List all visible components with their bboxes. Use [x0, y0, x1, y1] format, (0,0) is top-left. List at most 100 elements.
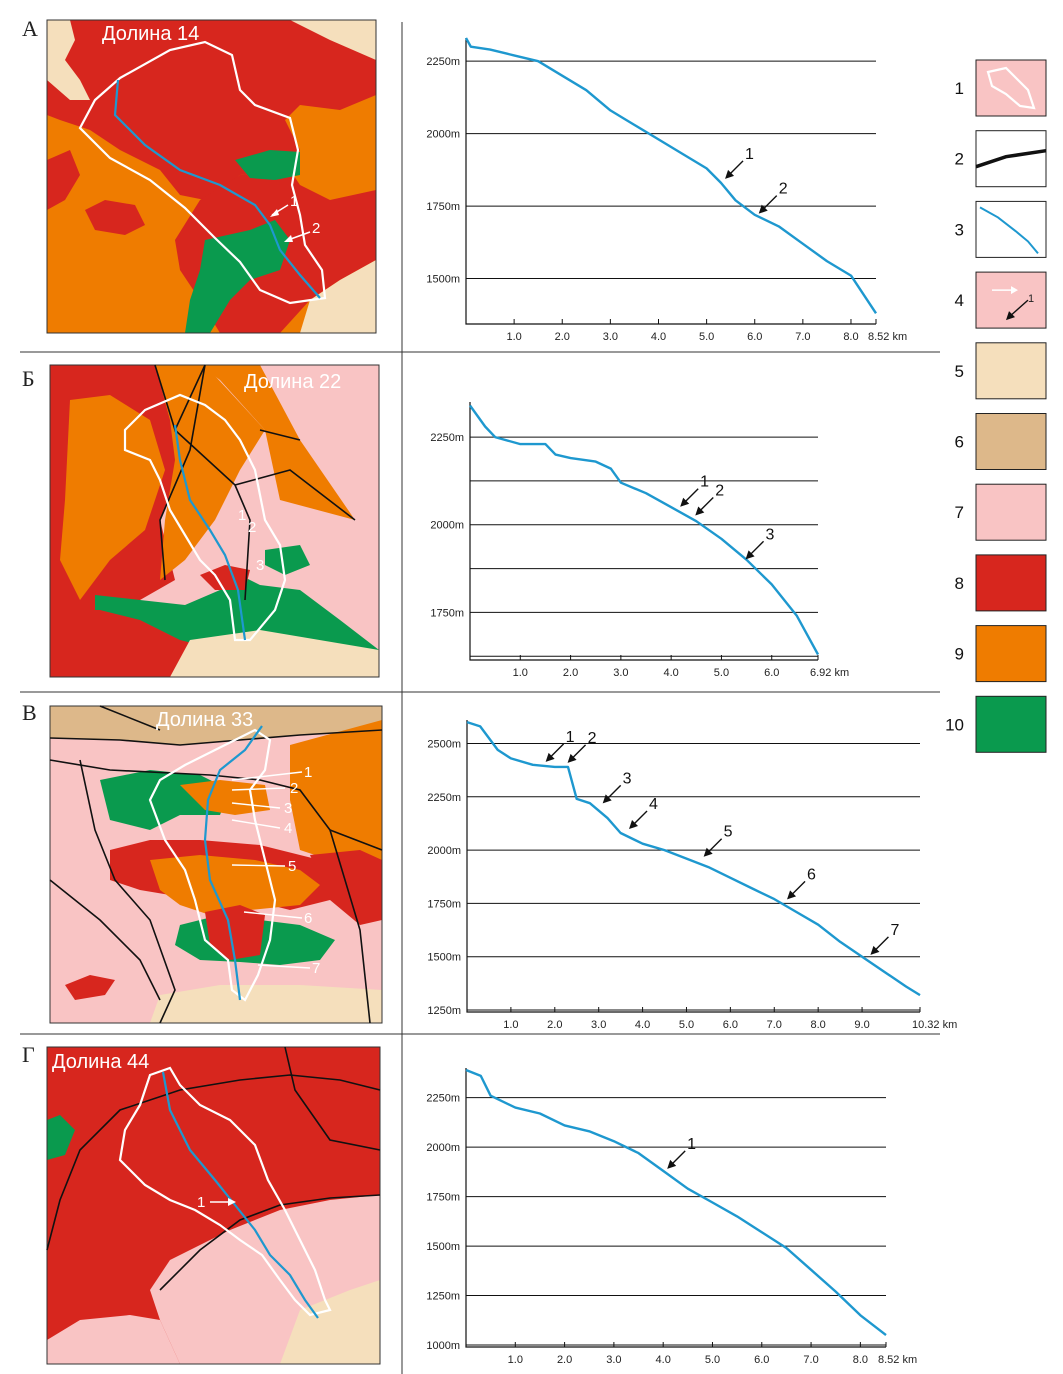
y-tick-label: 2250m [430, 432, 464, 444]
map-marker-label: 2 [248, 519, 256, 536]
marker-label: 6 [807, 866, 816, 883]
panel-letter-v: В [22, 700, 37, 725]
panel-letter-b: Б [22, 366, 35, 391]
legend-item: 9 [955, 625, 1047, 683]
legend-number: 5 [955, 362, 964, 381]
map-valley-44: Долина 44 1 [46, 1046, 381, 1365]
longitudinal-profile-line [464, 37, 878, 314]
legend-item: 3 [955, 200, 1047, 258]
river [113, 79, 321, 299]
x-tick-label: 2.0 [547, 1019, 562, 1031]
watershed-outline [78, 40, 327, 305]
legend-number: 1 [955, 79, 964, 98]
marker-label: 2 [779, 181, 788, 198]
map-marker-label: 1 [290, 193, 298, 210]
marker-label: 2 [588, 730, 597, 747]
x-tick-label: 2.0 [563, 667, 578, 679]
marker-arrowhead [680, 497, 690, 507]
y-tick-label: 1500m [426, 274, 460, 286]
panel-dividers [20, 22, 940, 1374]
legend-item: 5 [955, 342, 1047, 400]
map-markers: 1 2 3 [238, 507, 264, 574]
x-tick-label: 6.0 [764, 667, 779, 679]
x-tick-label: 3.0 [603, 331, 618, 343]
marker-label: 7 [890, 922, 899, 939]
marker-arrowhead [667, 1159, 677, 1169]
legend-item: 2 [955, 130, 1047, 188]
longitudinal-profile-line [465, 1068, 887, 1337]
x-tick-label: 2.0 [555, 331, 570, 343]
legend-number: 7 [955, 503, 964, 522]
x-tick-label: 3.0 [606, 1354, 621, 1366]
y-tick-label: 2250m [426, 1093, 460, 1105]
y-tick-label: 1750m [427, 898, 461, 910]
marker-arrowhead [545, 752, 555, 762]
y-tick-label: 1000m [426, 1340, 460, 1352]
marker-arrowhead [745, 550, 755, 560]
watershed-outline [118, 1066, 332, 1317]
y-tick-label: 2000m [426, 1142, 460, 1154]
legend-item: 7 [955, 483, 1047, 541]
y-tick-label: 2000m [426, 129, 460, 141]
map-marker-label: 5 [288, 858, 296, 875]
marker-label: 3 [766, 526, 775, 543]
watershed-outline [123, 393, 287, 642]
watershed-outline-icon [975, 59, 1047, 117]
x-tick-label: 5.0 [714, 667, 729, 679]
fault-line-icon [975, 130, 1047, 188]
map-marker-label: 2 [312, 220, 320, 237]
faults [49, 705, 383, 1024]
chart-axes [465, 38, 876, 325]
legend-swatch [975, 625, 1047, 683]
faults [154, 364, 356, 601]
map-marker-label: 3 [256, 557, 264, 574]
x-tick-label: 4.0 [664, 667, 679, 679]
longitudinal-profile-line [466, 720, 921, 997]
x-tick-label: 5.0 [705, 1354, 720, 1366]
x-tick-label: 2.0 [557, 1354, 572, 1366]
x-tick-label: 1.0 [503, 1019, 518, 1031]
marker-arrowhead [870, 945, 880, 955]
x-tick-label: 8.0 [811, 1019, 826, 1031]
x-tick-label: 6.92 km [810, 667, 849, 679]
x-tick-label: 4.0 [651, 331, 666, 343]
marker-arrowhead [703, 847, 713, 857]
map-marker-label: 1 [197, 1194, 205, 1211]
map-marker-label: 4 [284, 820, 292, 837]
profile-chart-valley-14: 2250m 2000m 1750m 1500m 1.0 2.0 3.0 4.0 5.0 6.0 7.… [426, 37, 907, 343]
chart-axes [466, 720, 920, 1013]
y-tick-label: 2000m [430, 520, 464, 532]
map-title: Долина 14 [102, 23, 199, 45]
map-valley-22: Долина 22 1 2 3 [49, 364, 380, 678]
map-markers: 1 2 [270, 193, 320, 242]
legend-item: 1 [955, 59, 1047, 117]
x-tick-label: 3.0 [591, 1019, 606, 1031]
marker-arrowhead [602, 794, 612, 804]
legend-swatch [975, 554, 1047, 612]
x-tick-label: 3.0 [613, 667, 628, 679]
river [173, 424, 247, 641]
map-valley-14: Долина 14 1 2 [46, 19, 377, 334]
marker-arrow-icon [975, 271, 1047, 329]
marker-label: 2 [715, 482, 724, 499]
legend-swatch [975, 342, 1047, 400]
map-title: Долина 33 [156, 709, 253, 731]
marker-arrowhead [758, 204, 768, 214]
x-tick-label: 8.0 [843, 331, 858, 343]
map-markers: 1 2 3 4 5 6 7 [231, 764, 320, 977]
x-tick-label: 8.0 [853, 1354, 868, 1366]
legend-number: 4 [955, 291, 964, 310]
marker-arrowhead [567, 753, 577, 763]
x-tick-label: 7.0 [767, 1019, 782, 1031]
legend-number: 10 [945, 715, 964, 734]
legend-item: 10 [945, 695, 1047, 753]
map-marker-label: 7 [312, 960, 320, 977]
x-tick-label: 9.0 [854, 1019, 869, 1031]
legend-swatch [975, 695, 1047, 753]
x-tick-label: 6.0 [754, 1354, 769, 1366]
map-markers: 1 [197, 1194, 236, 1211]
y-tick-label: 2250m [427, 792, 461, 804]
map-marker-label: 3 [284, 800, 292, 817]
